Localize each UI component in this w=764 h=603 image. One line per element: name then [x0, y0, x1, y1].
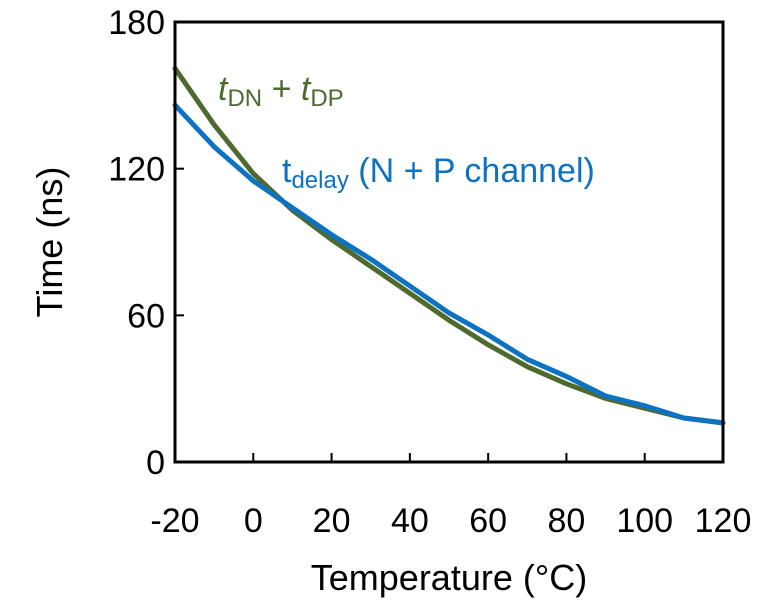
x-axis-label: Temperature (°C) [311, 557, 587, 598]
y-tick-label: 0 [146, 444, 165, 482]
x-axis-ticks: -20 0 20 40 60 80 100 120 [150, 453, 751, 540]
series-label-green-sub2: DP [310, 85, 343, 112]
series-label-blue-rest: (N + P channel) [349, 152, 595, 190]
series-label-green-t: t [218, 70, 229, 108]
y-tick-label: 180 [108, 4, 165, 42]
x-tick-label: 20 [313, 502, 351, 540]
series-label-green-plus: + [262, 70, 301, 108]
x-tick-label: 60 [469, 502, 507, 540]
series-label-blue-sub: delay [291, 167, 348, 194]
series-line-tdelay [172, 102, 726, 426]
series-label-blue-t: t [282, 152, 292, 190]
x-tick-label: 80 [548, 502, 586, 540]
y-axis-label: Time (ns) [29, 167, 70, 318]
x-tick-label: -20 [150, 502, 199, 540]
plot-area [175, 22, 723, 462]
y-axis-ticks: 0 60 120 180 [108, 4, 184, 482]
y-tick-label: 120 [108, 151, 165, 189]
series-label-green-t2: t [301, 70, 312, 108]
series-lines [172, 65, 726, 426]
series-label-green-sub1: DN [227, 85, 262, 112]
plot-frame [173, 20, 725, 464]
x-tick-label: 0 [244, 502, 263, 540]
y-tick-label: 60 [127, 297, 165, 335]
x-tick-label: 40 [391, 502, 429, 540]
series-label-green: tDN + tDP [218, 70, 344, 112]
series-label-blue: tdelay (N + P channel) [282, 152, 595, 194]
x-tick-label: 120 [695, 502, 752, 540]
x-tick-label: 100 [616, 502, 673, 540]
